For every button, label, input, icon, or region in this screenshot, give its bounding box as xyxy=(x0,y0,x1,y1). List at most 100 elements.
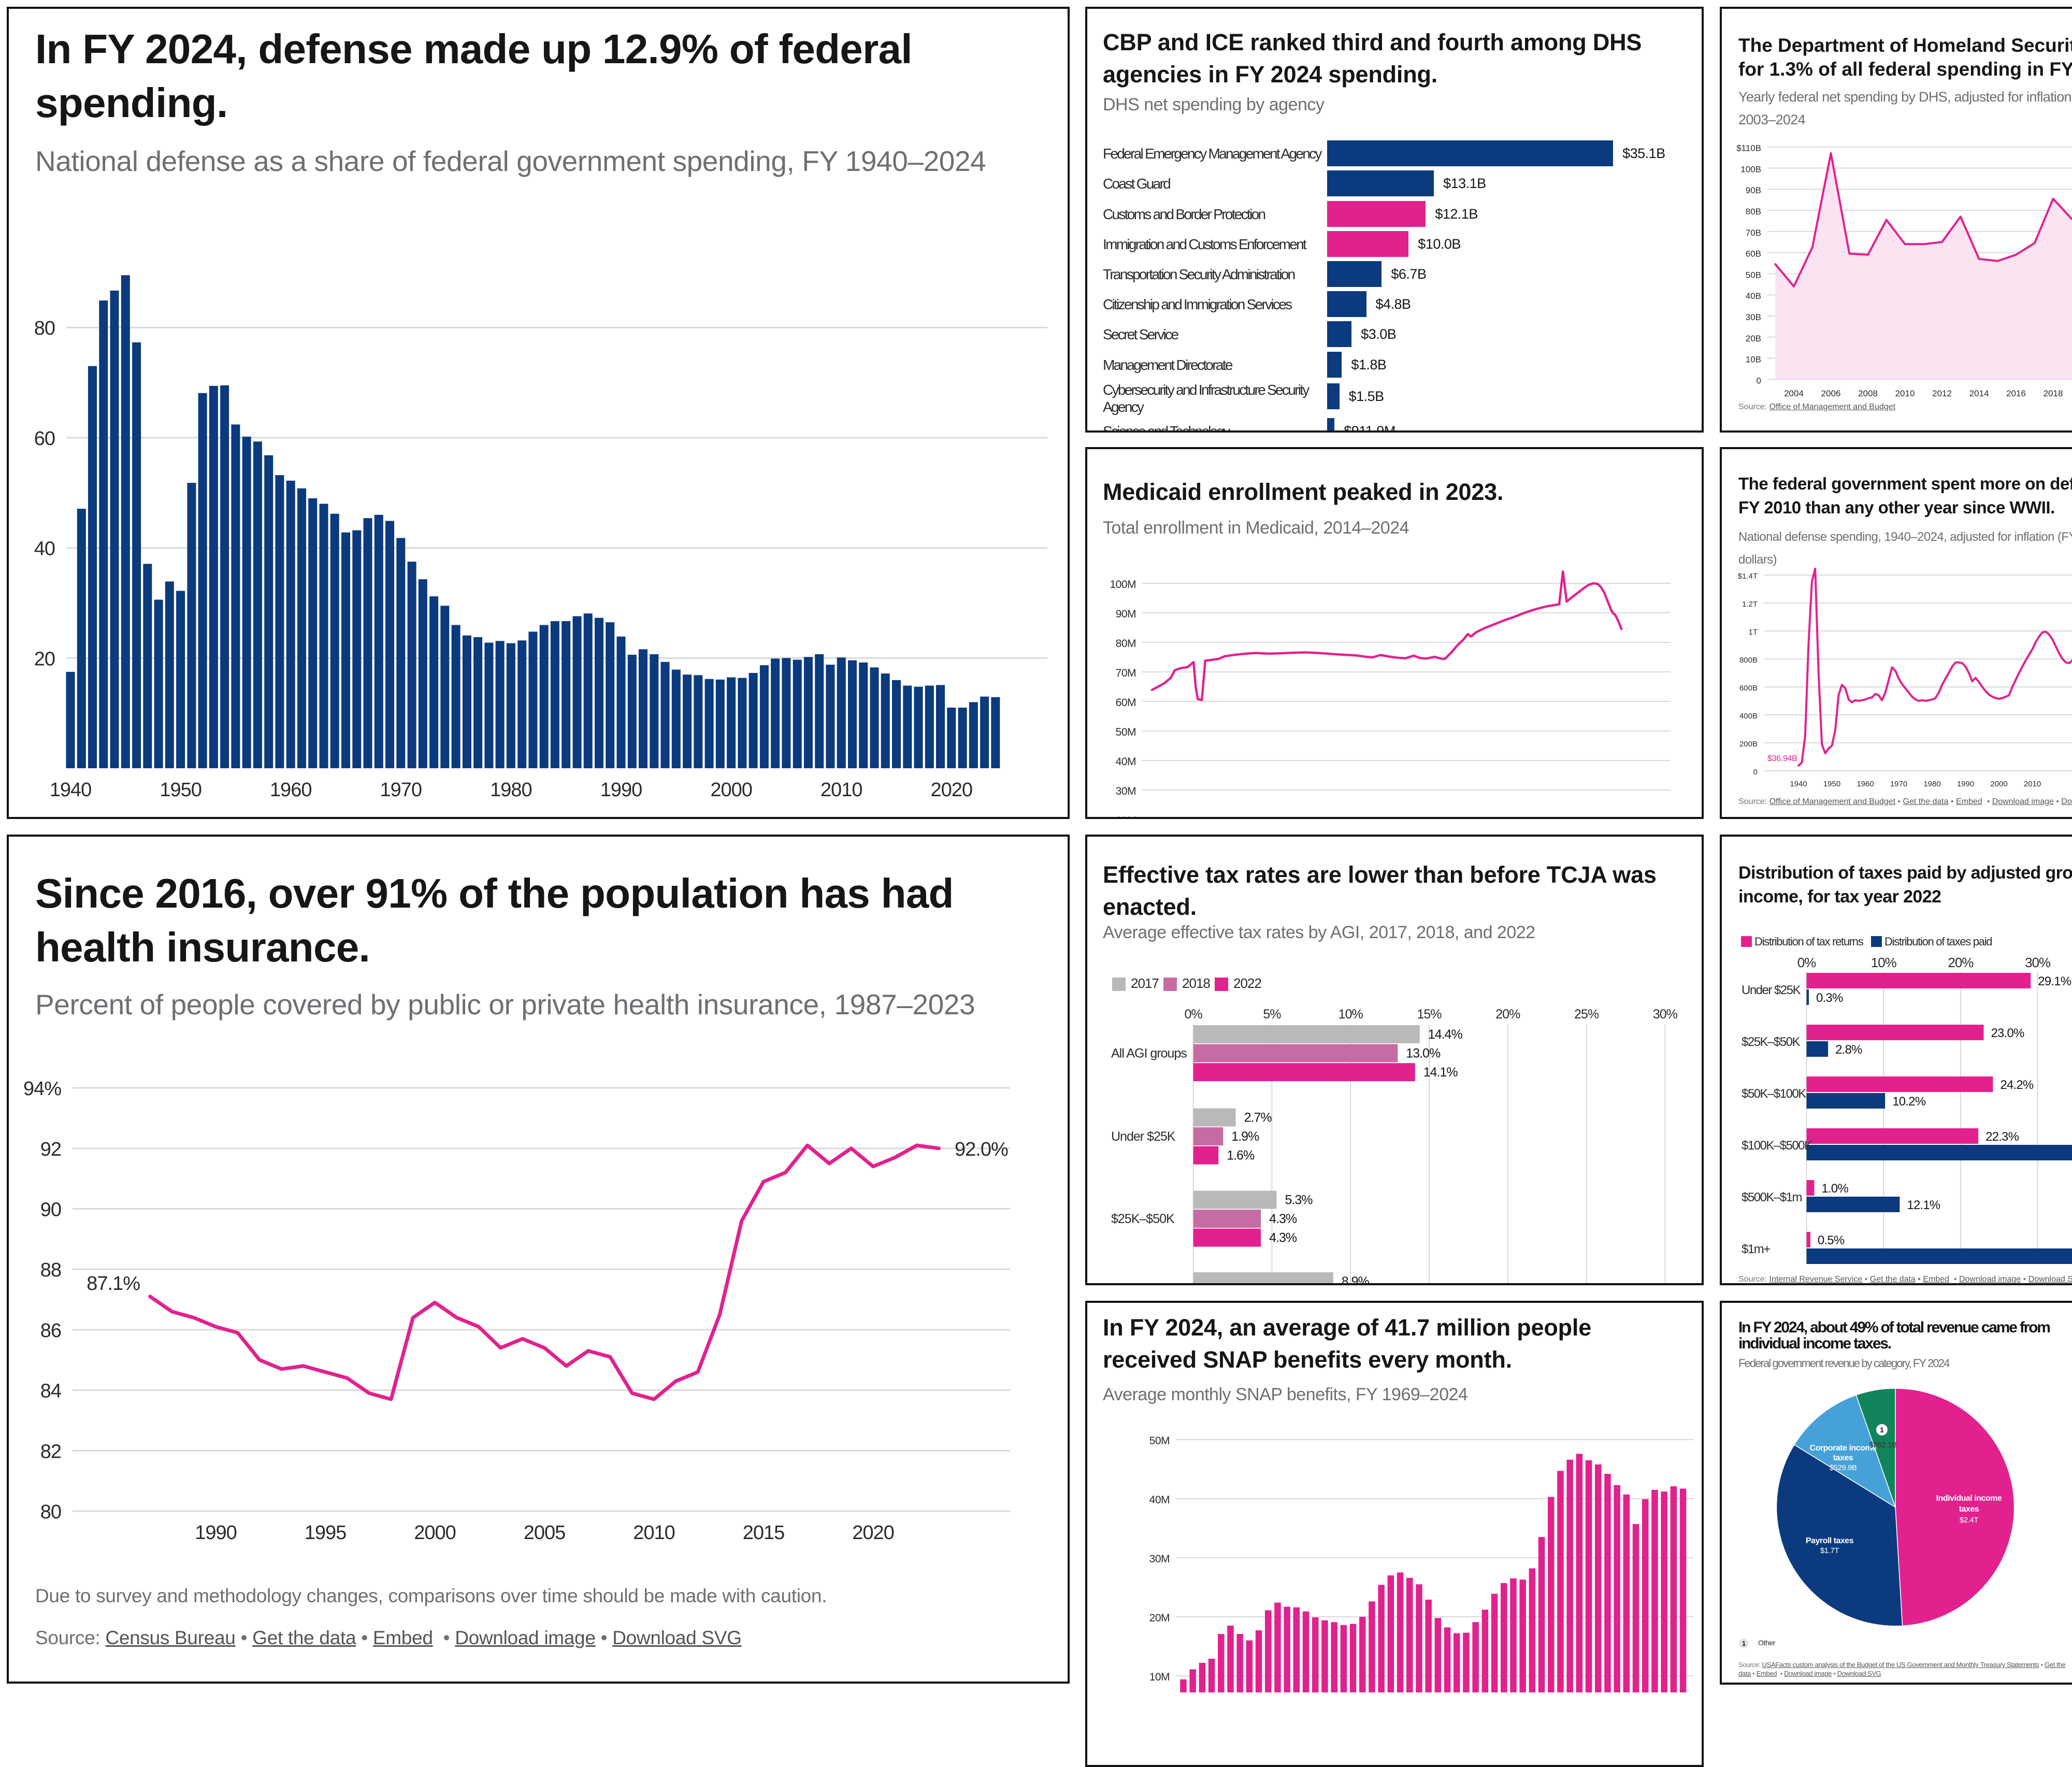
svg-text:100M: 100M xyxy=(1110,579,1136,591)
svg-text:$1m+: $1m+ xyxy=(1742,1242,1770,1256)
svg-text:2.8%: 2.8% xyxy=(1835,1043,1862,1057)
svg-text:2006: 2006 xyxy=(1821,389,1841,398)
svg-text:$110B: $110B xyxy=(1736,143,1761,153)
svg-text:2010: 2010 xyxy=(821,779,862,801)
svg-text:92.0%: 92.0% xyxy=(955,1139,1008,1160)
svg-text:$1.7T: $1.7T xyxy=(1820,1546,1839,1555)
svg-text:1995: 1995 xyxy=(305,1522,347,1544)
svg-text:1960: 1960 xyxy=(270,779,312,801)
svg-text:20%: 20% xyxy=(1948,955,1974,970)
svg-text:0%: 0% xyxy=(1185,1007,1203,1022)
svg-text:20M: 20M xyxy=(1149,1612,1170,1624)
svg-text:$2.4T: $2.4T xyxy=(1960,1516,1979,1525)
svg-text:2000: 2000 xyxy=(710,779,752,801)
svg-text:2010: 2010 xyxy=(2024,780,2041,788)
svg-text:10%: 10% xyxy=(1871,955,1897,970)
svg-text:80M: 80M xyxy=(1116,638,1136,650)
svg-text:2016: 2016 xyxy=(2006,389,2026,398)
svg-text:90B: 90B xyxy=(1746,185,1761,195)
svg-text:2010: 2010 xyxy=(633,1522,675,1544)
svg-text:82: 82 xyxy=(40,1441,61,1462)
svg-text:90M: 90M xyxy=(1116,608,1136,620)
svg-text:10B: 10B xyxy=(1746,355,1761,365)
svg-text:92: 92 xyxy=(40,1139,61,1160)
svg-text:1990: 1990 xyxy=(195,1522,237,1544)
svg-text:1: 1 xyxy=(1880,1426,1884,1434)
svg-text:600B: 600B xyxy=(1739,684,1758,693)
svg-text:2005: 2005 xyxy=(524,1522,566,1544)
svg-text:80: 80 xyxy=(40,1501,61,1523)
svg-text:0.3%: 0.3% xyxy=(1816,991,1843,1005)
svg-text:2000: 2000 xyxy=(414,1522,456,1544)
svg-text:1T: 1T xyxy=(1748,628,1758,637)
svg-text:$50K–$100K: $50K–$100K xyxy=(1742,1087,1806,1101)
svg-text:1950: 1950 xyxy=(160,779,202,801)
svg-text:86: 86 xyxy=(40,1320,61,1342)
svg-text:2012: 2012 xyxy=(1932,389,1952,398)
svg-text:2014: 2014 xyxy=(1969,389,1989,398)
svg-text:1990: 1990 xyxy=(600,779,642,801)
svg-text:Payroll taxes: Payroll taxes xyxy=(1806,1536,1854,1545)
svg-text:30%: 30% xyxy=(2025,955,2051,970)
svg-text:$529.9B: $529.9B xyxy=(1829,1463,1857,1472)
svg-text:Under $25K: Under $25K xyxy=(1111,1129,1176,1144)
svg-text:1980: 1980 xyxy=(490,779,532,801)
svg-text:20B: 20B xyxy=(1746,334,1761,343)
svg-text:70B: 70B xyxy=(1746,228,1761,238)
svg-text:400B: 400B xyxy=(1739,712,1758,721)
svg-text:87.1%: 87.1% xyxy=(87,1273,140,1295)
svg-text:1950: 1950 xyxy=(1823,780,1840,788)
svg-text:60M: 60M xyxy=(1116,697,1136,709)
svg-text:800B: 800B xyxy=(1739,656,1758,665)
svg-text:All AGI groups: All AGI groups xyxy=(1111,1046,1187,1061)
svg-text:13.0%: 13.0% xyxy=(1406,1046,1441,1061)
svg-text:$25K–$50K: $25K–$50K xyxy=(1111,1212,1175,1226)
svg-text:30M: 30M xyxy=(1116,785,1136,797)
svg-text:2000: 2000 xyxy=(1990,780,2007,788)
svg-text:5%: 5% xyxy=(1263,1007,1281,1022)
svg-text:1970: 1970 xyxy=(380,779,422,801)
svg-text:10.2%: 10.2% xyxy=(1892,1095,1926,1109)
svg-text:200B: 200B xyxy=(1739,740,1758,749)
svg-text:100B: 100B xyxy=(1740,164,1761,174)
svg-text:25%: 25% xyxy=(1574,1007,1599,1022)
svg-text:4.3%: 4.3% xyxy=(1269,1231,1297,1245)
svg-text:10%: 10% xyxy=(1339,1007,1363,1022)
svg-text:Corporate income: Corporate income xyxy=(1810,1444,1877,1453)
svg-text:20%: 20% xyxy=(1495,1007,1520,1022)
svg-text:1970: 1970 xyxy=(1890,780,1907,788)
svg-text:Under $25K: Under $25K xyxy=(1742,983,1801,997)
svg-text:2004: 2004 xyxy=(1784,389,1804,398)
svg-text:$36.94B: $36.94B xyxy=(1767,754,1797,763)
svg-text:8.9%: 8.9% xyxy=(1342,1274,1370,1283)
svg-text:2010: 2010 xyxy=(1895,389,1915,398)
svg-text:Individual income: Individual income xyxy=(1936,1494,2002,1503)
svg-text:88: 88 xyxy=(40,1259,61,1281)
svg-text:1940: 1940 xyxy=(1790,780,1807,788)
svg-text:40B: 40B xyxy=(1746,291,1761,301)
svg-text:20: 20 xyxy=(34,648,55,670)
svg-text:40M: 40M xyxy=(1116,756,1136,768)
svg-text:0: 0 xyxy=(1757,376,1761,385)
svg-text:taxes: taxes xyxy=(1959,1505,1979,1514)
svg-text:$500K–$1m: $500K–$1m xyxy=(1742,1190,1802,1204)
svg-text:$100K–$500K: $100K–$500K xyxy=(1742,1139,1812,1153)
svg-text:12.1%: 12.1% xyxy=(1907,1198,1940,1212)
svg-text:4.3%: 4.3% xyxy=(1269,1212,1297,1226)
svg-text:94%: 94% xyxy=(23,1078,61,1100)
svg-text:20M: 20M xyxy=(1116,815,1136,817)
svg-text:2008: 2008 xyxy=(1858,389,1878,398)
svg-text:14.4%: 14.4% xyxy=(1428,1027,1463,1042)
svg-text:22.3%: 22.3% xyxy=(1985,1130,2019,1144)
svg-text:40M: 40M xyxy=(1149,1494,1170,1506)
svg-text:1980: 1980 xyxy=(1923,780,1940,788)
svg-text:80B: 80B xyxy=(1746,207,1761,217)
svg-text:$262.1B: $262.1B xyxy=(1869,1441,1896,1449)
svg-text:1.0%: 1.0% xyxy=(1821,1182,1848,1196)
svg-text:50M: 50M xyxy=(1149,1435,1170,1447)
svg-text:1940: 1940 xyxy=(50,779,92,801)
svg-text:taxes: taxes xyxy=(1833,1454,1853,1462)
svg-text:14.1%: 14.1% xyxy=(1423,1065,1458,1080)
svg-text:1.9%: 1.9% xyxy=(1231,1129,1259,1144)
svg-text:50M: 50M xyxy=(1116,726,1136,738)
